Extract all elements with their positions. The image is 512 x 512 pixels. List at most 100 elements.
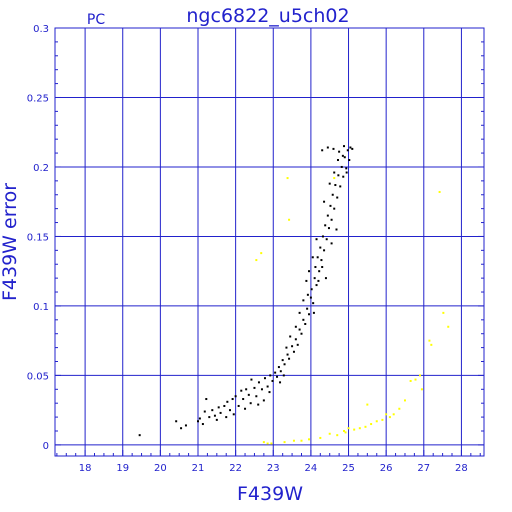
star-point bbox=[175, 420, 178, 423]
corner-label: PC bbox=[87, 12, 105, 28]
star-point bbox=[312, 311, 315, 314]
flagged-point bbox=[375, 420, 378, 423]
x-tick-label: 22 bbox=[229, 463, 242, 474]
axis-ticks: 18 19 20 21 22 23 24 25 26 27 28 0 0.05 0.1 0.15 0.2 0.2… bbox=[27, 24, 484, 474]
star-point bbox=[244, 407, 247, 410]
star-point bbox=[291, 345, 294, 348]
star-point bbox=[298, 328, 301, 331]
flagged-point bbox=[292, 439, 295, 442]
star-point bbox=[180, 427, 183, 430]
star-point bbox=[240, 389, 243, 392]
star-point bbox=[269, 374, 272, 377]
star-point bbox=[336, 196, 339, 199]
star-point bbox=[329, 204, 332, 207]
star-point bbox=[298, 311, 301, 314]
flagged-point bbox=[447, 325, 450, 328]
flagged-point bbox=[442, 311, 445, 314]
star-point bbox=[333, 207, 336, 210]
star-point bbox=[302, 299, 305, 302]
star-point bbox=[211, 409, 214, 412]
flagged-point bbox=[270, 442, 273, 445]
star-point bbox=[215, 418, 218, 421]
star-point bbox=[306, 293, 309, 296]
star-point bbox=[317, 279, 320, 282]
star-point bbox=[342, 175, 345, 178]
star-point bbox=[345, 171, 348, 174]
plot-frame bbox=[54, 27, 485, 457]
y-tick-label: 0.1 bbox=[33, 302, 49, 313]
star-point bbox=[247, 393, 250, 396]
star-point bbox=[271, 379, 274, 382]
x-tick-label: 28 bbox=[455, 463, 468, 474]
star-point bbox=[316, 256, 319, 259]
star-point bbox=[343, 156, 346, 159]
flagged-point bbox=[336, 434, 339, 437]
star-point bbox=[289, 335, 292, 338]
flagged-point bbox=[286, 177, 289, 180]
flagged-point bbox=[283, 441, 286, 444]
star-point bbox=[326, 214, 329, 217]
star-point bbox=[343, 145, 346, 148]
star-point bbox=[253, 386, 256, 389]
star-point bbox=[313, 277, 316, 280]
star-point bbox=[184, 424, 187, 427]
flagged-point bbox=[370, 423, 373, 426]
star-point bbox=[308, 270, 311, 273]
x-tick-label: 20 bbox=[154, 463, 167, 474]
flagged-point bbox=[319, 436, 322, 439]
flagged-point bbox=[300, 439, 303, 442]
star-point bbox=[315, 284, 318, 287]
star-point bbox=[304, 322, 307, 325]
star-point bbox=[351, 147, 354, 150]
flagged-point bbox=[343, 429, 346, 432]
star-point bbox=[327, 227, 330, 230]
star-point bbox=[228, 409, 231, 412]
flagged-point bbox=[266, 442, 269, 445]
star-point bbox=[283, 363, 286, 366]
flagged-star-points bbox=[255, 177, 450, 445]
star-point bbox=[213, 414, 216, 417]
star-point bbox=[277, 366, 280, 369]
star-point bbox=[345, 167, 348, 170]
star-point bbox=[268, 391, 271, 394]
flagged-point bbox=[438, 190, 441, 193]
x-tick-label: 25 bbox=[342, 463, 355, 474]
flagged-point bbox=[328, 432, 331, 435]
flagged-point bbox=[333, 177, 336, 180]
star-point bbox=[302, 318, 305, 321]
star-point bbox=[285, 346, 288, 349]
star-point bbox=[334, 184, 337, 187]
x-tick-label: 24 bbox=[305, 463, 318, 474]
star-point bbox=[315, 238, 318, 241]
star-point bbox=[324, 224, 327, 227]
star-point bbox=[321, 149, 324, 152]
star-point bbox=[249, 402, 252, 405]
flagged-point bbox=[262, 441, 265, 444]
star-point bbox=[339, 185, 342, 188]
star-point bbox=[231, 398, 234, 401]
x-tick-label: 21 bbox=[192, 463, 205, 474]
flagged-point bbox=[403, 399, 406, 402]
flagged-point bbox=[414, 378, 417, 381]
main-star-points bbox=[138, 145, 354, 437]
star-point bbox=[326, 146, 329, 149]
star-point bbox=[335, 228, 338, 231]
star-point bbox=[300, 332, 303, 335]
flagged-point bbox=[344, 431, 347, 434]
star-point bbox=[318, 270, 321, 273]
star-point bbox=[217, 406, 220, 409]
star-point bbox=[250, 378, 253, 381]
star-point bbox=[219, 411, 222, 414]
star-point bbox=[296, 343, 299, 346]
flagged-point bbox=[347, 427, 350, 430]
star-point bbox=[336, 159, 339, 162]
star-point bbox=[138, 434, 141, 437]
star-point bbox=[323, 249, 326, 252]
flagged-point bbox=[308, 438, 311, 441]
star-point bbox=[232, 413, 235, 416]
star-point bbox=[288, 357, 291, 360]
star-point bbox=[305, 279, 308, 282]
flagged-point bbox=[398, 407, 401, 410]
flagged-point bbox=[388, 416, 391, 419]
